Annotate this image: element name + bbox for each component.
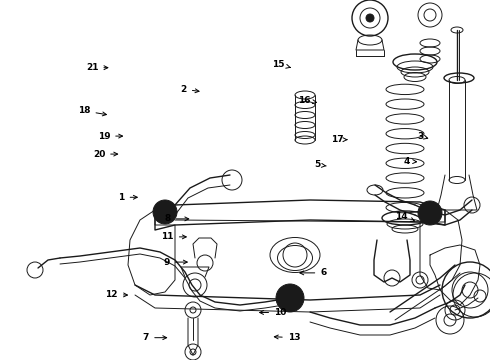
- Text: 11: 11: [161, 233, 186, 242]
- Text: 9: 9: [163, 258, 187, 266]
- Text: 14: 14: [395, 212, 415, 221]
- Text: 16: 16: [297, 96, 317, 105]
- Circle shape: [418, 201, 442, 225]
- Text: 5: 5: [315, 161, 326, 170]
- Circle shape: [153, 200, 177, 224]
- Text: 18: 18: [78, 107, 106, 116]
- Text: 12: 12: [105, 290, 127, 299]
- Circle shape: [366, 14, 374, 22]
- Text: 3: 3: [417, 132, 428, 141]
- Text: 13: 13: [274, 333, 300, 342]
- Text: 17: 17: [331, 135, 347, 144]
- Text: 15: 15: [272, 60, 290, 69]
- Text: 20: 20: [93, 150, 118, 158]
- Text: 6: 6: [300, 269, 326, 277]
- Text: 19: 19: [98, 132, 122, 141]
- Text: 2: 2: [181, 85, 199, 94]
- Text: 8: 8: [165, 215, 189, 223]
- Circle shape: [276, 284, 304, 312]
- Text: 10: 10: [260, 308, 287, 317]
- Text: 1: 1: [119, 193, 137, 202]
- Text: 4: 4: [403, 157, 416, 166]
- Text: 21: 21: [86, 63, 108, 72]
- Text: 7: 7: [143, 333, 167, 342]
